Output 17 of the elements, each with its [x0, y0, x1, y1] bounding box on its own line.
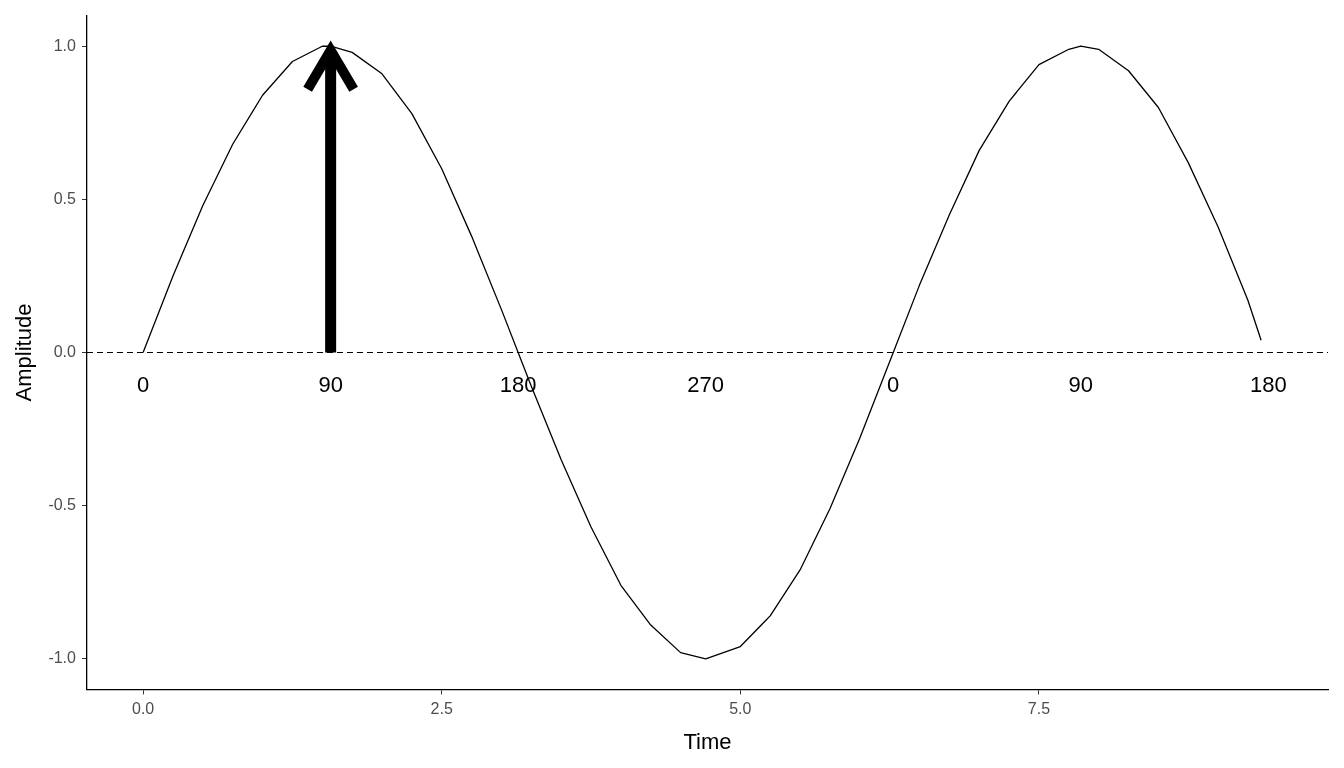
- annotation: 270: [687, 371, 725, 397]
- x-axis-title: Time: [683, 728, 732, 754]
- annotation: 180: [1249, 371, 1287, 397]
- y-tick-label: 0.0: [53, 342, 77, 360]
- y-tick-label: 1.0: [53, 36, 77, 54]
- x-tick-label: 5.0: [729, 700, 752, 718]
- x-tick-label: 0.0: [131, 700, 155, 718]
- y-tick-label: -1.0: [48, 649, 77, 667]
- annotation: 0: [136, 371, 150, 397]
- annotation: 90: [318, 371, 343, 397]
- x-tick-label: 2.5: [430, 700, 453, 718]
- x-tick-label: 7.5: [1027, 700, 1051, 718]
- y-axis-title: Amplitude: [11, 303, 37, 402]
- annotation: 0: [887, 371, 900, 397]
- annotation: 90: [1068, 371, 1093, 397]
- y-tick-label: -0.5: [48, 496, 77, 514]
- y-tick-label: 0.5: [53, 189, 77, 207]
